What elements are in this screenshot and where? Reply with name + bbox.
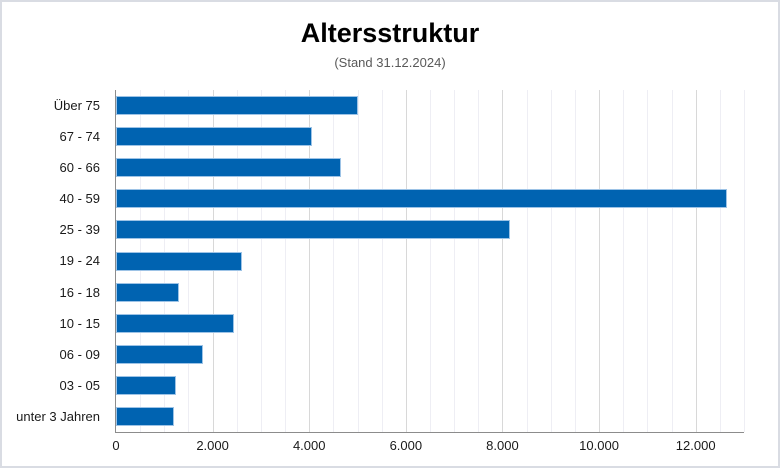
x-tick-label: 12.000 xyxy=(675,438,716,453)
gridline xyxy=(526,90,528,432)
category-label: unter 3 Jahren xyxy=(16,408,100,424)
chart-title: Altersstruktur xyxy=(300,18,480,48)
category-label: 06 - 09 xyxy=(59,346,100,362)
gridline xyxy=(623,90,625,432)
chart-subtitle: (Stand 31.12.2024) xyxy=(334,55,446,70)
plot-area xyxy=(115,90,745,433)
chart-bar xyxy=(116,158,341,178)
gridline xyxy=(599,90,601,432)
x-tick-label: 6.000 xyxy=(389,438,423,453)
gridline xyxy=(550,90,552,432)
category-label: 03 - 05 xyxy=(59,377,100,393)
category-label: 25 - 39 xyxy=(59,222,100,238)
x-tick-label: 2.000 xyxy=(196,438,229,453)
gridline xyxy=(695,90,697,432)
category-label: Über 75 xyxy=(53,98,100,113)
gridline xyxy=(744,90,745,432)
chart-bar xyxy=(116,96,358,116)
gridline xyxy=(381,90,383,432)
category-label: 60 - 66 xyxy=(59,160,100,176)
chart-bar xyxy=(116,344,203,364)
chart-bar xyxy=(116,375,177,395)
category-label: 40 - 59 xyxy=(59,191,100,207)
gridline xyxy=(430,90,431,432)
gridline xyxy=(405,90,407,432)
chart-bar xyxy=(116,313,235,333)
x-tick-label: 8.000 xyxy=(486,438,519,453)
category-label: 19 - 24 xyxy=(59,253,100,269)
y-axis-labels: Über 75 67 - 74 60 - 66 40 - 59 25 - 39 19 - … xyxy=(2,90,108,432)
chart-bar xyxy=(116,251,242,271)
gridline xyxy=(454,90,456,432)
gridline xyxy=(719,90,721,432)
category-label: 67 - 74 xyxy=(59,129,100,145)
gridline xyxy=(285,90,287,432)
gridline xyxy=(333,90,335,432)
x-tick-label: 0 xyxy=(112,438,120,453)
chart-bar xyxy=(116,282,179,302)
gridline xyxy=(574,90,576,432)
gridline xyxy=(478,90,480,432)
x-tick-label: 10.000 xyxy=(579,438,619,453)
gridline xyxy=(309,90,311,432)
gridline xyxy=(502,90,504,432)
category-label: 10 - 15 xyxy=(59,315,100,331)
gridline xyxy=(671,90,673,432)
chart-bar xyxy=(116,406,174,426)
category-label: 16 - 18 xyxy=(59,284,100,300)
x-tick-label: 4.000 xyxy=(292,438,326,453)
chart-bar xyxy=(116,189,728,209)
chart-bar xyxy=(116,127,312,147)
x-axis-labels: 0 2.000 4.000 6.000 8.000 10.000 12.000 xyxy=(112,438,744,458)
chart-bar xyxy=(116,220,510,240)
gridline xyxy=(357,90,359,432)
gridline xyxy=(647,90,649,432)
gridline xyxy=(260,90,262,432)
